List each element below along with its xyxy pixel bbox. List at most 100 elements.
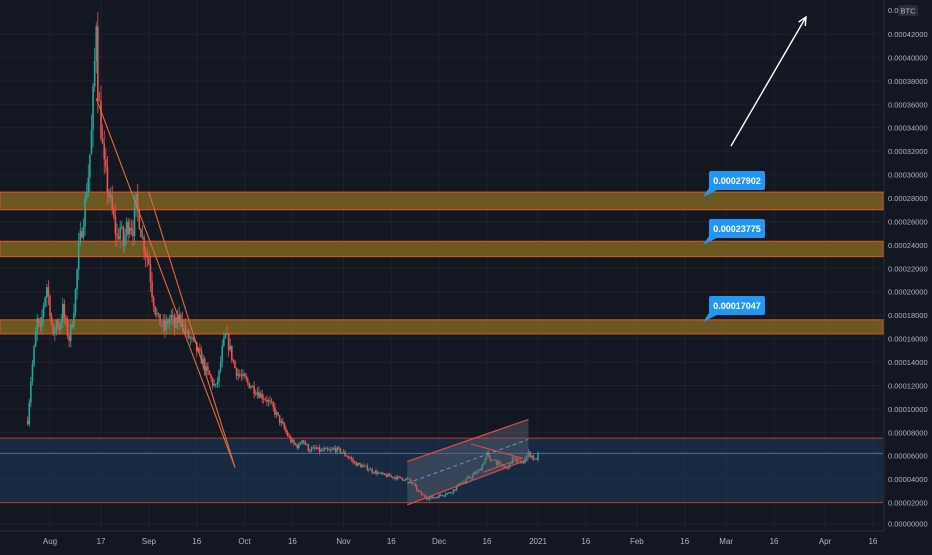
- candle-down: [475, 472, 477, 474]
- candle-down: [347, 456, 350, 458]
- candle-up: [530, 455, 533, 457]
- x-tick-label: Sep: [142, 537, 157, 546]
- y-tick-label: 0.00032000: [888, 147, 928, 156]
- candle-down: [274, 407, 276, 415]
- candle-down: [522, 462, 525, 463]
- candle-up: [374, 471, 377, 474]
- candle-up: [329, 449, 332, 451]
- projection-arrow-line: [730, 16, 807, 147]
- candle-down: [285, 428, 287, 433]
- candle-down: [253, 385, 255, 394]
- candle-up: [297, 444, 300, 448]
- candle-down: [26, 420, 29, 425]
- candle-up: [73, 312, 75, 328]
- y-tick-top-label: 0.00: [888, 6, 903, 15]
- candle-up: [484, 457, 487, 464]
- candle-down: [159, 313, 161, 326]
- candle-down: [148, 258, 150, 265]
- candle-down: [187, 331, 190, 339]
- candle-up: [31, 364, 34, 382]
- candle-down: [181, 319, 184, 327]
- y-tick-label: 0.00042000: [888, 30, 928, 39]
- candle-down: [164, 320, 166, 331]
- x-tick-label: 16: [192, 537, 201, 546]
- x-tick-label: 17: [97, 537, 106, 546]
- channel-mid-line: [407, 438, 529, 484]
- y-tick-label: 0.00040000: [888, 53, 928, 62]
- channel-fill: [407, 419, 529, 505]
- candle-down: [479, 469, 482, 471]
- candle-down: [294, 443, 297, 445]
- candle-up: [333, 448, 335, 449]
- candle-down: [307, 444, 310, 451]
- x-tick-label: Nov: [336, 537, 350, 546]
- y-tick-label: 0.00002000: [888, 499, 928, 508]
- candle-up: [368, 469, 370, 471]
- candle-up: [46, 287, 48, 298]
- candle-down: [226, 333, 228, 335]
- candle-down: [200, 350, 203, 364]
- candle-up: [476, 471, 479, 474]
- candle-down: [264, 399, 267, 401]
- candle-down: [130, 227, 133, 230]
- candle-up: [89, 154, 91, 178]
- candle-down: [408, 478, 410, 480]
- candle-up: [221, 345, 224, 363]
- candle-down: [302, 440, 305, 442]
- currency-label: BTC: [901, 7, 917, 16]
- y-tick-label: 0.00022000: [888, 264, 928, 273]
- x-tick-label: 16: [680, 537, 689, 546]
- candle-up: [444, 494, 447, 496]
- candle-down: [384, 473, 386, 476]
- candle-down: [122, 227, 125, 246]
- x-tick-label: Oct: [238, 537, 251, 546]
- candle-up: [69, 324, 72, 341]
- resistance-band-3: [0, 319, 884, 335]
- candle-up: [497, 461, 499, 465]
- candle-down: [112, 209, 115, 217]
- time-axis-panel: [0, 531, 932, 550]
- y-tick-label: 0.00026000: [888, 217, 928, 226]
- candle-down: [441, 495, 444, 496]
- candle-down: [38, 318, 40, 323]
- candle-down: [449, 492, 452, 494]
- candle-down: [417, 490, 420, 492]
- candle-up: [457, 483, 460, 487]
- candle-up: [443, 495, 445, 497]
- candle-up: [331, 448, 334, 450]
- channel-upper-line: [407, 418, 529, 463]
- candle-down: [503, 466, 506, 468]
- candle-up: [250, 386, 252, 389]
- candle-up: [42, 305, 45, 317]
- candle-up: [511, 457, 514, 463]
- candle-up: [141, 236, 144, 238]
- candle-up: [363, 465, 365, 467]
- candle-down: [47, 287, 50, 297]
- candle-down: [423, 494, 426, 497]
- candle-down: [288, 435, 291, 437]
- candle-up: [191, 337, 193, 339]
- candle-down: [420, 491, 423, 495]
- candle-down: [144, 252, 147, 256]
- candle-down: [439, 494, 442, 496]
- candle-down: [313, 447, 316, 449]
- candle-down: [270, 401, 273, 403]
- x-tick-label: 16: [387, 537, 396, 546]
- candle-down: [470, 477, 472, 479]
- candle-down: [160, 325, 163, 327]
- candle-down: [385, 475, 388, 477]
- rising-channel: [407, 418, 529, 506]
- candle-up: [156, 312, 158, 315]
- candle-up: [527, 451, 530, 456]
- candle-up: [379, 472, 381, 474]
- candle-down: [315, 448, 318, 449]
- candle-up: [455, 486, 458, 490]
- candle-down: [415, 485, 418, 491]
- candle-up: [342, 451, 345, 453]
- candle-up: [168, 319, 171, 324]
- candle-up: [183, 324, 185, 327]
- candle-down: [266, 399, 268, 402]
- candle-up: [34, 332, 37, 347]
